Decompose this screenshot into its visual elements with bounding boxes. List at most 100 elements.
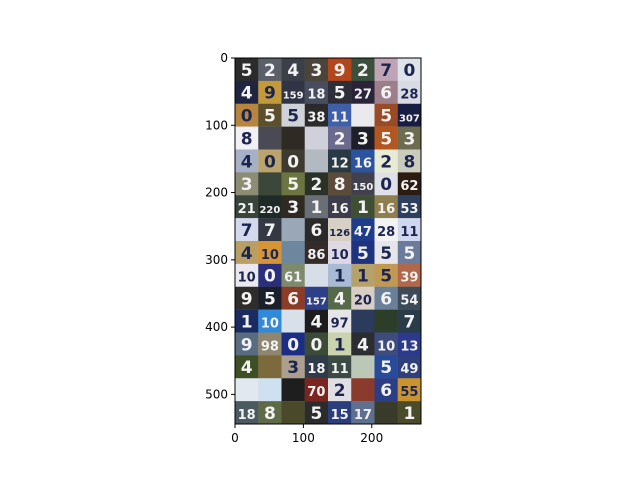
image-tile — [281, 401, 305, 425]
y-tick-label: 0 — [220, 51, 228, 65]
tile-digit: 5 — [241, 61, 253, 81]
image-tile: 38 — [304, 103, 329, 127]
tile-digit: 159 — [283, 91, 304, 102]
image-tile — [304, 149, 329, 173]
tile-background — [304, 103, 329, 127]
image-tile: 0 — [281, 332, 305, 356]
image-tile: 1 — [351, 195, 375, 219]
tile-background — [304, 309, 329, 333]
image-tile: 16 — [328, 195, 352, 219]
tile-digit: 11 — [331, 362, 349, 377]
tile-digit: 5 — [380, 358, 392, 378]
image-tile: 28 — [397, 80, 422, 104]
tile-digit: 7 — [264, 221, 276, 241]
y-tick-label: 400 — [205, 320, 228, 334]
image-tile: 3 — [281, 195, 305, 219]
tile-digit: 3 — [287, 358, 299, 378]
tile-digit: 55 — [400, 385, 418, 400]
image-tile: 18 — [235, 401, 259, 425]
tile-digit: 2 — [380, 152, 392, 172]
image-tile: 6 — [374, 80, 398, 104]
tile-background — [397, 126, 422, 150]
tile-digit: 3 — [241, 175, 253, 195]
tile-digit: 16 — [331, 202, 349, 217]
image-tile: 21 — [235, 195, 259, 219]
tile-background — [281, 263, 305, 287]
image-tile: 18 — [304, 355, 329, 379]
tile-background — [328, 103, 352, 127]
image-tile: 6 — [374, 286, 398, 310]
tile-digit: 9 — [334, 61, 346, 81]
image-tile: 0 — [235, 103, 259, 127]
tile-background — [397, 263, 422, 287]
tile-digit: 8 — [334, 175, 346, 195]
tile-digit: 6 — [380, 84, 392, 104]
image-tile: 2 — [258, 58, 282, 82]
tile-digit: 4 — [310, 312, 322, 332]
image-tile: 7 — [235, 218, 259, 242]
image-tile: 220 — [258, 195, 282, 219]
tile-background — [351, 309, 375, 333]
image-tile: 5 — [351, 241, 375, 265]
tile-background — [258, 103, 282, 127]
image-tile: 10 — [328, 241, 352, 265]
tile-background — [397, 286, 422, 310]
tile-background — [304, 218, 329, 242]
tile-digit: 9 — [241, 335, 253, 355]
tile-background — [374, 172, 398, 196]
tile-background — [374, 218, 398, 242]
image-tile: 150 — [351, 172, 375, 196]
image-tile: 54 — [397, 286, 422, 310]
tile-digit: 3 — [287, 198, 299, 218]
tile-digit: 3 — [403, 129, 415, 149]
tile-background — [281, 355, 305, 379]
image-tile: 20 — [351, 286, 375, 310]
tile-digit: 0 — [264, 152, 276, 172]
image-tile: 10 — [374, 332, 398, 356]
image-tile: 3 — [397, 126, 422, 150]
tile-background — [235, 286, 259, 310]
tile-background — [328, 263, 352, 287]
tile-background — [258, 355, 282, 379]
tile-background — [374, 103, 398, 127]
tile-digit: 10 — [261, 248, 279, 263]
tile-digit: 0 — [380, 175, 392, 195]
tile-digit: 4 — [287, 61, 299, 81]
tile-digit: 157 — [306, 297, 327, 308]
tile-digit: 6 — [287, 290, 299, 310]
tile-background — [258, 80, 282, 104]
tile-digit: 10 — [331, 248, 349, 263]
y-tick-label: 300 — [205, 253, 228, 267]
tile-digit: 5 — [380, 129, 392, 149]
tile-digit: 11 — [331, 111, 349, 126]
tile-digit: 5 — [287, 107, 299, 127]
image-tile: 3 — [281, 355, 305, 379]
tile-background — [397, 309, 422, 333]
tile-digit: 53 — [400, 202, 418, 217]
image-tile: 5 — [281, 172, 305, 196]
tile-background — [351, 241, 375, 265]
tile-background — [351, 58, 375, 82]
x-tick-label: 0 — [231, 431, 239, 445]
tile-background — [328, 58, 352, 82]
tile-digit: 220 — [259, 205, 280, 216]
image-tile: 3 — [304, 58, 329, 82]
image-tile: 86 — [304, 241, 329, 265]
tile-digit: 4 — [334, 290, 346, 310]
tile-background — [235, 263, 259, 287]
tile-background — [235, 378, 259, 402]
tile-background — [235, 309, 259, 333]
tile-background — [235, 58, 259, 82]
image-tile: 10 — [258, 241, 282, 265]
tile-background — [258, 332, 282, 356]
tile-background — [374, 286, 398, 310]
tile-background — [281, 58, 305, 82]
tile-digit: 5 — [380, 244, 392, 264]
tile-background — [235, 80, 259, 104]
tile-digit: 0 — [287, 152, 299, 172]
tile-digit: 18 — [307, 88, 325, 103]
image-tile: 4 — [304, 309, 329, 333]
tile-background — [304, 172, 329, 196]
image-tile: 10 — [235, 263, 259, 287]
tile-background — [374, 126, 398, 150]
